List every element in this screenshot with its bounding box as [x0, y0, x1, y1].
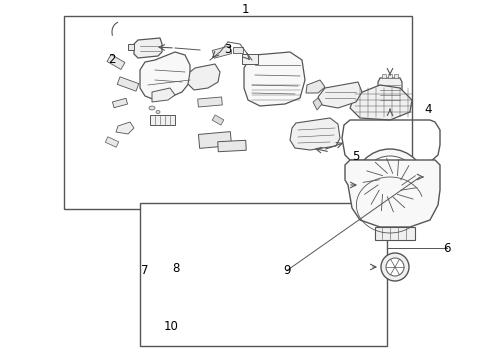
Polygon shape — [197, 97, 222, 107]
Polygon shape — [350, 85, 412, 120]
Polygon shape — [140, 52, 190, 100]
Polygon shape — [375, 227, 415, 240]
Text: 6: 6 — [443, 242, 451, 255]
Ellipse shape — [149, 106, 155, 110]
Bar — [140, 203, 387, 346]
Polygon shape — [113, 98, 127, 108]
Polygon shape — [152, 88, 175, 102]
Polygon shape — [306, 80, 325, 93]
Polygon shape — [134, 38, 162, 58]
Text: 5: 5 — [352, 150, 360, 163]
Polygon shape — [378, 78, 402, 106]
Polygon shape — [107, 54, 125, 69]
Text: 1: 1 — [241, 3, 249, 15]
Text: 9: 9 — [283, 264, 291, 277]
Polygon shape — [198, 132, 232, 148]
Polygon shape — [212, 46, 232, 58]
Text: 3: 3 — [224, 43, 232, 56]
Polygon shape — [188, 64, 220, 90]
Ellipse shape — [381, 253, 409, 281]
Polygon shape — [233, 47, 243, 53]
Polygon shape — [388, 74, 392, 78]
Ellipse shape — [386, 258, 404, 276]
Polygon shape — [117, 77, 139, 91]
Text: 8: 8 — [172, 262, 180, 275]
Polygon shape — [313, 98, 322, 110]
Polygon shape — [244, 52, 305, 106]
Ellipse shape — [354, 149, 426, 221]
Polygon shape — [212, 115, 224, 125]
Polygon shape — [394, 74, 398, 78]
Ellipse shape — [385, 180, 395, 190]
Text: 4: 4 — [424, 103, 432, 116]
Polygon shape — [218, 140, 246, 152]
Polygon shape — [242, 54, 258, 64]
Polygon shape — [105, 137, 119, 147]
Ellipse shape — [361, 156, 419, 214]
Polygon shape — [150, 115, 175, 125]
Polygon shape — [116, 122, 134, 134]
Polygon shape — [318, 82, 362, 108]
Ellipse shape — [156, 111, 160, 113]
Polygon shape — [345, 160, 440, 227]
Bar — [64, 16, 412, 209]
Text: 7: 7 — [141, 264, 148, 277]
Polygon shape — [382, 74, 386, 78]
Text: 10: 10 — [164, 320, 179, 333]
Polygon shape — [290, 118, 340, 150]
Polygon shape — [128, 44, 134, 50]
Text: 2: 2 — [108, 53, 116, 66]
